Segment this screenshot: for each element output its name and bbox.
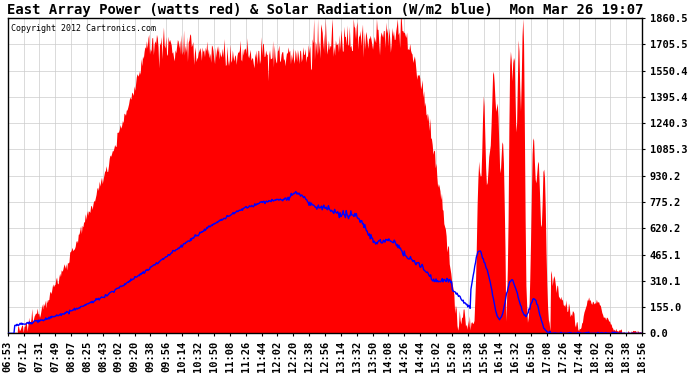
Text: Copyright 2012 Cartronics.com: Copyright 2012 Cartronics.com	[11, 24, 156, 33]
Title: East Array Power (watts red) & Solar Radiation (W/m2 blue)  Mon Mar 26 19:07: East Array Power (watts red) & Solar Rad…	[7, 3, 643, 17]
